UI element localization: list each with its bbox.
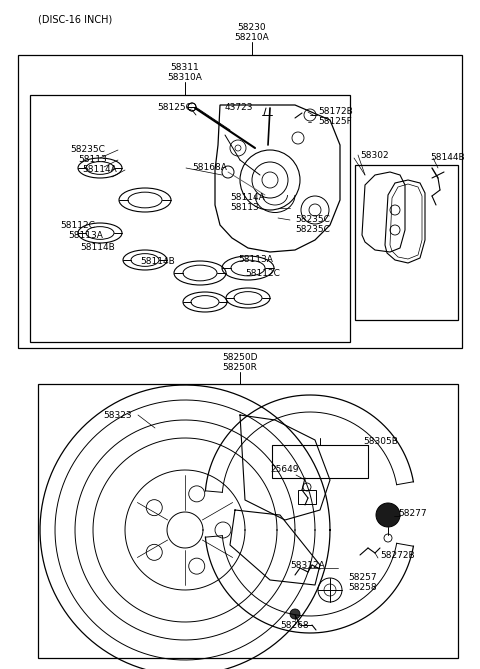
Text: 58268: 58268 bbox=[281, 621, 309, 630]
Text: 58114B: 58114B bbox=[140, 258, 175, 266]
Text: 58235C: 58235C bbox=[295, 215, 330, 225]
Text: 58168A: 58168A bbox=[192, 163, 227, 173]
Circle shape bbox=[290, 609, 300, 619]
Text: 58272B: 58272B bbox=[380, 551, 415, 559]
Text: 58114A: 58114A bbox=[82, 165, 117, 175]
Text: 58235C: 58235C bbox=[295, 225, 330, 235]
Circle shape bbox=[376, 503, 400, 527]
Text: 58113A: 58113A bbox=[68, 231, 103, 240]
Text: 58125F: 58125F bbox=[318, 118, 352, 126]
Text: 58257: 58257 bbox=[348, 573, 377, 581]
Text: 58250R: 58250R bbox=[223, 363, 257, 373]
Text: 58114A: 58114A bbox=[230, 193, 265, 201]
Text: 58210A: 58210A bbox=[235, 33, 269, 43]
Text: (DISC-16 INCH): (DISC-16 INCH) bbox=[38, 14, 112, 24]
Text: 58112C: 58112C bbox=[60, 221, 95, 229]
Text: 58235C: 58235C bbox=[70, 145, 105, 155]
Text: 58305B: 58305B bbox=[363, 438, 398, 446]
Text: 25649: 25649 bbox=[270, 466, 299, 474]
Text: 58113A: 58113A bbox=[238, 256, 273, 264]
Text: 58230: 58230 bbox=[238, 23, 266, 33]
Text: 58311: 58311 bbox=[170, 64, 199, 72]
Text: 58310A: 58310A bbox=[168, 74, 203, 82]
Text: 58112C: 58112C bbox=[245, 268, 280, 278]
Text: 58125C: 58125C bbox=[157, 102, 192, 112]
Text: 58277: 58277 bbox=[398, 508, 427, 518]
Text: 58250D: 58250D bbox=[222, 353, 258, 363]
Text: 58144B: 58144B bbox=[430, 153, 465, 163]
Text: 58323: 58323 bbox=[103, 411, 132, 419]
Text: 58302: 58302 bbox=[360, 151, 389, 159]
Text: 58312A: 58312A bbox=[290, 561, 325, 569]
Text: 58113: 58113 bbox=[230, 203, 259, 213]
Text: 58258: 58258 bbox=[348, 583, 377, 591]
Text: 58113: 58113 bbox=[78, 155, 107, 165]
Text: 43723: 43723 bbox=[225, 102, 253, 112]
Text: 58114B: 58114B bbox=[80, 244, 115, 252]
Text: 58172B: 58172B bbox=[318, 108, 353, 116]
